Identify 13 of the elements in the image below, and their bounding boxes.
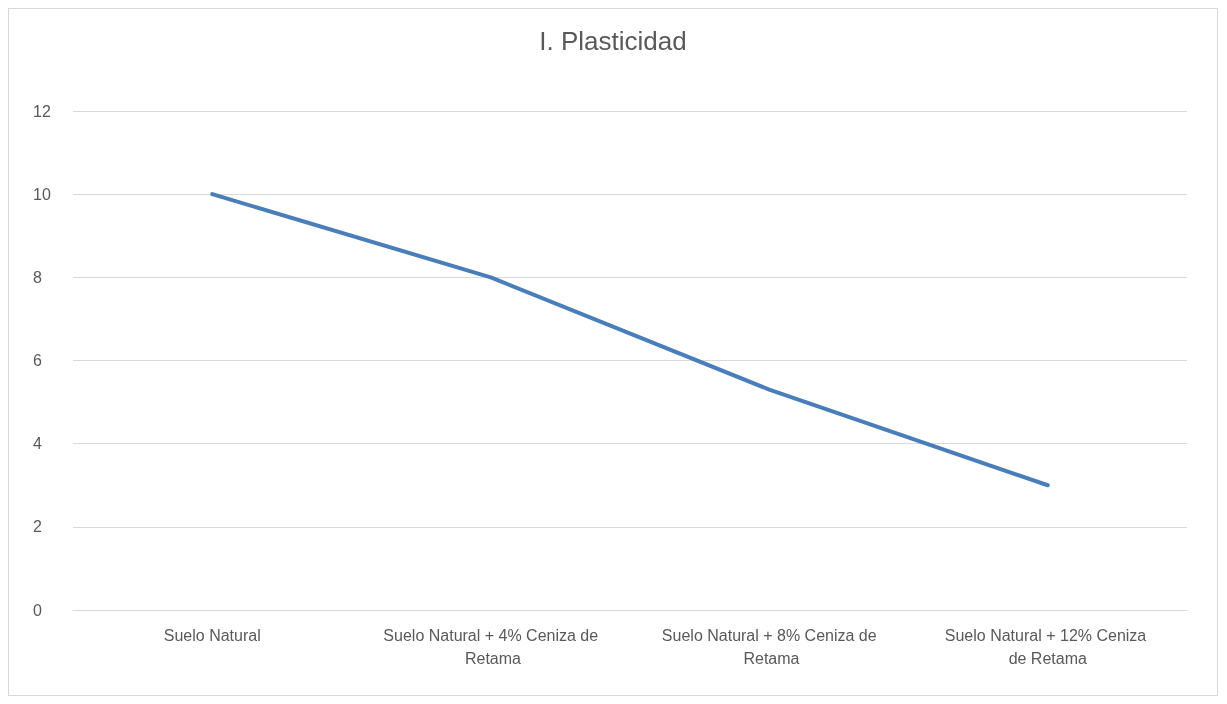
y-tick-label: 0 [33,601,42,619]
x-tick-label: Suelo Natural [163,627,261,644]
y-tick-label: 8 [33,268,42,286]
x-tick-label: Suelo Natural + 12% Ceniza de Retama [944,627,1151,667]
y-tick-label: 12 [33,102,51,120]
x-tick-label: Suelo Natural + 4% Ceniza de Retama [383,627,599,667]
line-series [210,192,1050,488]
y-tick-label: 4 [33,435,42,453]
x-tick-label: Suelo Natural + 8% Ceniza de Retama [661,627,877,667]
chart-title: I. Plasticidad [539,26,687,56]
y-tick-label: 2 [33,518,42,536]
y-tick-label: 6 [33,352,42,369]
y-tick-label: 10 [33,185,51,203]
